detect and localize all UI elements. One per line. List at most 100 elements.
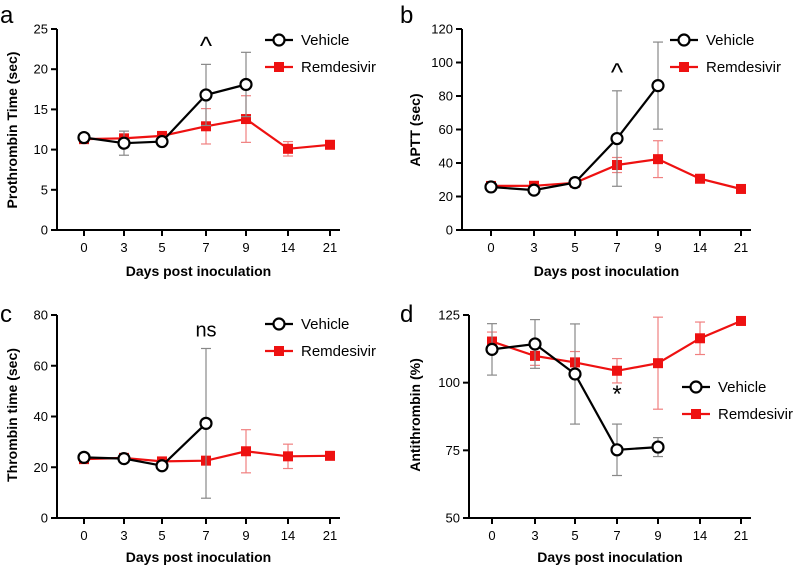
x-tick-label: 5 — [571, 240, 578, 255]
data-point — [736, 315, 746, 326]
data-point — [199, 88, 213, 102]
legend-entry: Vehicle — [682, 379, 766, 396]
panel-d: d 50 75 100 125 0 3 5 7 9 14 21 Days post inoculatio… — [400, 301, 793, 565]
y-tick-label: 125 — [438, 308, 460, 323]
data-point — [241, 446, 251, 457]
legend-entry: Vehicle — [265, 316, 349, 333]
data-point — [527, 183, 541, 197]
data-point — [155, 459, 169, 473]
significance-annotation: ^ — [200, 30, 213, 60]
series-line — [83, 422, 207, 467]
legend-label: Remdesivir — [301, 343, 376, 360]
data-point — [485, 342, 499, 356]
data-point — [117, 136, 131, 150]
data-point — [241, 114, 251, 125]
series-vehicle — [77, 51, 253, 156]
y-tick-label: 80 — [34, 308, 48, 323]
data-point — [283, 451, 293, 462]
legend-marker — [272, 33, 286, 47]
x-tick-label: 21 — [734, 528, 748, 543]
data-point — [651, 440, 665, 454]
x-tick-label: 21 — [323, 528, 337, 543]
data-point — [736, 183, 746, 194]
y-tick-label: 60 — [34, 358, 48, 373]
x-axis-title: Days post inoculation — [126, 263, 271, 279]
legend-marker — [274, 346, 284, 356]
series-vehicle — [485, 319, 665, 477]
legend-entry: Vehicle — [670, 32, 754, 49]
x-tick-label: 3 — [120, 240, 127, 255]
data-point — [325, 450, 335, 461]
y-tick-label: 100 — [438, 375, 460, 390]
significance-annotation: ns — [195, 319, 216, 341]
data-point — [653, 154, 663, 165]
y-tick-label: 40 — [439, 156, 453, 171]
panel-letter: b — [400, 2, 413, 29]
x-axis-title: Days post inoculation — [537, 549, 682, 565]
y-tick-label: 20 — [34, 460, 48, 475]
x-tick-label: 14 — [693, 240, 707, 255]
data-point — [651, 79, 665, 93]
x-tick-label: 5 — [571, 528, 578, 543]
x-tick-label: 14 — [281, 240, 295, 255]
x-tick-label: 7 — [613, 240, 620, 255]
legend-entry: Vehicle — [265, 32, 349, 49]
data-point — [77, 130, 91, 145]
y-tick-label: 40 — [34, 409, 48, 424]
legend-label: Vehicle — [301, 316, 349, 333]
data-point — [653, 358, 663, 369]
legend-entry: Remdesivir — [265, 59, 376, 76]
x-tick-label: 7 — [202, 528, 209, 543]
data-point — [484, 180, 498, 194]
data-point — [568, 175, 582, 190]
series-remdesivir — [79, 429, 335, 474]
x-tick-label: 0 — [487, 240, 494, 255]
x-tick-label: 3 — [530, 240, 537, 255]
y-tick-label: 0 — [446, 223, 453, 238]
data-point — [610, 443, 624, 457]
legend-label: Remdesivir — [706, 59, 781, 76]
panel-letter: c — [0, 301, 12, 328]
series-vehicle — [484, 41, 665, 197]
panel-a: a 0 5 10 15 20 25 0 3 5 7 9 14 21 Days post inoculatio… — [0, 2, 376, 279]
x-tick-label: 0 — [488, 528, 495, 543]
x-tick-label: 21 — [734, 240, 748, 255]
significance-annotation: * — [612, 381, 621, 408]
x-axis-title: Days post inoculation — [534, 263, 679, 279]
data-point — [695, 173, 705, 184]
panel-letter: a — [0, 2, 14, 29]
x-tick-label: 21 — [323, 240, 337, 255]
legend-label: Remdesivir — [301, 59, 376, 76]
series-vehicle — [77, 347, 213, 499]
x-tick-label: 0 — [80, 528, 87, 543]
legend-marker — [689, 380, 703, 394]
x-tick-label: 5 — [158, 528, 165, 543]
y-axis-title: Prothrombin Time (sec) — [4, 52, 20, 209]
x-tick-label: 9 — [654, 528, 661, 543]
x-tick-label: 9 — [242, 528, 249, 543]
panel-c: c 0 20 40 60 80 0 3 5 7 9 14 21 Days post inoculation… — [0, 301, 376, 565]
panel-letter: d — [400, 301, 413, 328]
data-point — [568, 367, 582, 381]
significance-annotation: ^ — [611, 57, 624, 87]
y-axis-title: APTT (sec) — [407, 93, 423, 166]
x-tick-label: 5 — [158, 240, 165, 255]
y-tick-label: 75 — [446, 443, 460, 458]
data-point — [201, 121, 211, 132]
y-tick-label: 0 — [41, 223, 48, 238]
y-tick-label: 15 — [34, 102, 48, 117]
y-tick-label: 60 — [439, 122, 453, 137]
legend-label: Remdesivir — [718, 406, 793, 423]
legend-marker — [679, 62, 689, 72]
y-tick-label: 120 — [431, 22, 453, 37]
x-tick-label: 0 — [80, 240, 87, 255]
legend-marker — [272, 317, 286, 331]
y-tick-label: 100 — [431, 55, 453, 70]
legend-marker — [677, 33, 691, 47]
data-point — [155, 134, 169, 149]
panel-b: b 0 20 40 60 80 100 120 0 3 5 7 9 14 21 Days post inocu… — [400, 2, 781, 279]
data-point — [117, 452, 131, 466]
legend-label: Vehicle — [706, 32, 754, 49]
x-tick-label: 14 — [281, 528, 295, 543]
